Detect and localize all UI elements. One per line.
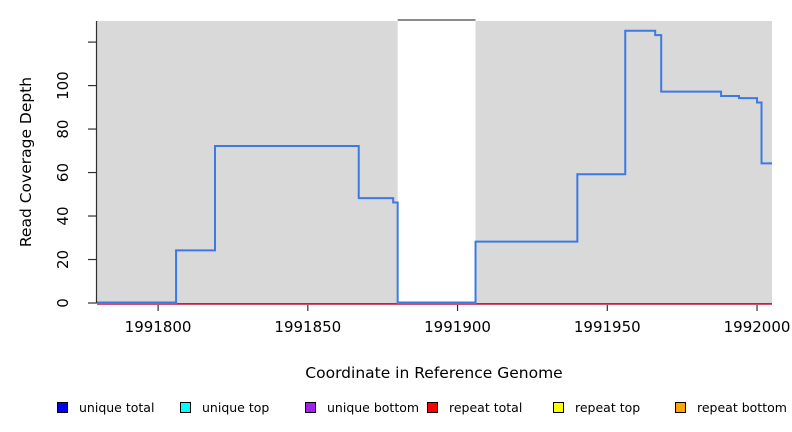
legend-swatch-unique-total <box>57 401 68 413</box>
legend-label-unique-top: unique top <box>202 399 270 415</box>
legend-label-repeat-bottom: repeat bottom <box>697 399 787 415</box>
y-tick-label: 0 <box>54 298 72 308</box>
legend-label-unique-total: unique total <box>79 399 155 415</box>
y-tick-label: 100 <box>54 71 72 100</box>
y-tick-label: 40 <box>54 206 72 225</box>
legend-swatch-repeat-bottom <box>675 401 686 413</box>
x-tick-label: 1991900 <box>424 318 491 336</box>
x-axis-title: Coordinate in Reference Genome <box>305 364 562 382</box>
chart-legend: unique total unique top unique bottom repea… <box>0 397 792 421</box>
legend-item-repeat-bottom: repeat bottom <box>675 397 787 417</box>
legend-label-repeat-total: repeat total <box>449 399 523 415</box>
legend-label-repeat-top: repeat top <box>575 399 641 415</box>
x-tick-label: 1991950 <box>574 318 641 336</box>
legend-label-unique-bottom: unique bottom <box>327 399 420 415</box>
coverage-chart: 1991800 1991850 1991900 1991950 1992000 0 20 40… <box>17 19 791 382</box>
legend-swatch-unique-top <box>180 401 191 413</box>
x-tick-label: 1992000 <box>724 318 791 336</box>
legend-swatch-unique-bottom <box>305 401 316 413</box>
legend-swatch-repeat-total <box>427 401 438 413</box>
legend-item-unique-top: unique top <box>180 397 269 417</box>
y-tick-label: 20 <box>54 250 72 269</box>
legend-item-repeat-total: repeat total <box>427 397 522 417</box>
legend-item-repeat-top: repeat top <box>553 397 640 417</box>
x-tick-label: 1991850 <box>274 318 341 336</box>
legend-item-unique-total: unique total <box>57 397 154 417</box>
legend-swatch-repeat-top <box>553 401 564 413</box>
series-unique-total <box>97 29 772 304</box>
y-axis-title: Read Coverage Depth <box>17 77 35 247</box>
legend-item-unique-bottom: unique bottom <box>305 397 419 417</box>
y-tick-label: 60 <box>54 163 72 182</box>
gap-region <box>397 21 476 303</box>
x-tick-label: 1991800 <box>125 318 192 336</box>
y-tick-label: 80 <box>54 120 72 139</box>
